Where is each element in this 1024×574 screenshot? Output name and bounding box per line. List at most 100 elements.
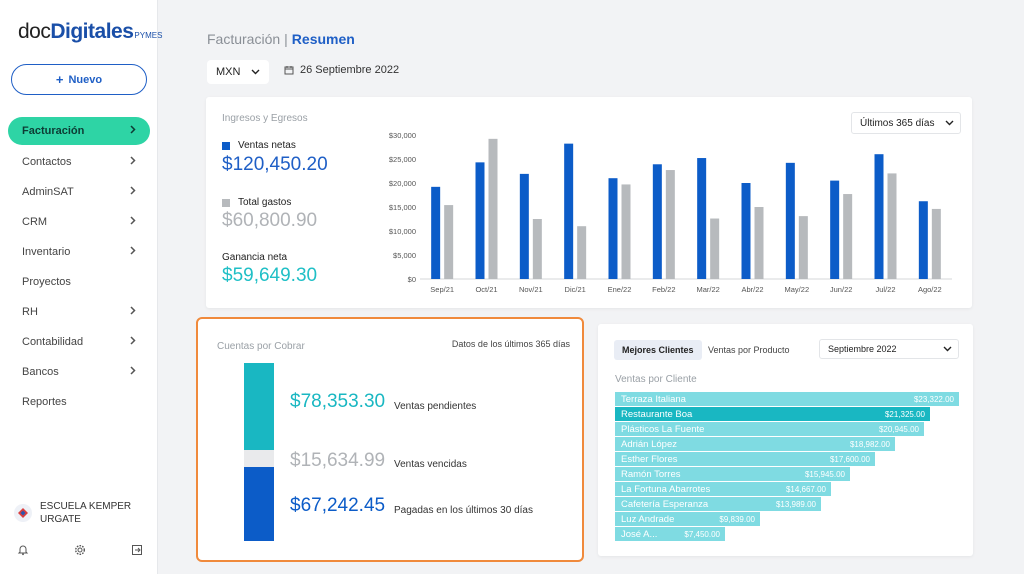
logo-part-1: doc — [18, 20, 51, 43]
bar-ventas[interactable] — [519, 173, 529, 279]
bar-gastos[interactable] — [710, 218, 720, 279]
sidebar-nav: Facturación Contactos AdminSAT CRM Inventari… — [8, 117, 150, 417]
bar-segment-pendientes — [244, 363, 274, 450]
bar-ventas[interactable] — [874, 154, 884, 279]
bar-gastos[interactable] — [931, 208, 941, 279]
logo-part-3: PYMES — [134, 31, 163, 40]
sidebar-bottom-icons — [16, 543, 144, 557]
bar-gastos[interactable] — [754, 207, 764, 279]
date-picker[interactable]: 26 Septiembre 2022 — [284, 64, 399, 76]
breadcrumb-facturacion[interactable]: Facturación — [207, 31, 281, 47]
bar-ventas[interactable] — [918, 201, 928, 279]
gastos-value: $60,800.90 — [222, 210, 318, 231]
cuentas-por-cobrar-card: Cuentas por Cobrar Datos de los últimos … — [196, 317, 584, 562]
x-tick-label: May/22 — [785, 285, 810, 294]
client-value: $13,989.00 — [775, 499, 816, 509]
x-tick-label: Oct/21 — [475, 285, 497, 294]
y-tick-label: $30,000 — [389, 131, 416, 140]
logout-icon[interactable] — [130, 543, 144, 557]
sidebar: docDigitalesPYMES + Nuevo Facturación Con… — [0, 0, 162, 574]
user-profile[interactable]: ESCUELA KEMPER URGATE — [14, 500, 150, 526]
client-value: $23,322.00 — [913, 394, 954, 404]
logo[interactable]: docDigitalesPYMES — [18, 20, 162, 44]
sidebar-item-label: Contabilidad — [22, 336, 84, 348]
bar-ventas[interactable] — [785, 162, 795, 279]
client-name: La Fortuna Abarrotes — [621, 483, 711, 495]
bar-ventas[interactable] — [741, 183, 751, 279]
bar-ventas[interactable] — [652, 164, 662, 279]
bar-gastos[interactable] — [444, 205, 454, 279]
sidebar-item-facturacion[interactable]: Facturación — [8, 117, 150, 145]
bar-gastos[interactable] — [488, 138, 498, 279]
bar-gastos[interactable] — [665, 170, 675, 279]
sidebar-item-rh[interactable]: RH — [8, 297, 150, 327]
tab-ventas-por-producto[interactable]: Ventas por Producto — [708, 345, 790, 355]
client-value: $18,982.00 — [849, 439, 890, 449]
client-bar[interactable]: Esther Flores $17,600.00 — [615, 452, 875, 466]
gastos-swatch — [222, 198, 230, 207]
chevron-right-icon — [130, 306, 136, 318]
chevron-right-icon — [130, 125, 136, 137]
client-name: Plásticos La Fuente — [621, 423, 705, 435]
bar-gastos[interactable] — [577, 226, 587, 279]
client-value: $7,450.00 — [684, 529, 720, 539]
bar-ventas[interactable] — [608, 178, 618, 279]
client-value: $9,839.00 — [719, 514, 755, 524]
pagadas-value: $67,242.45 — [290, 495, 386, 516]
gear-icon[interactable] — [73, 543, 87, 557]
pendientes-label: Ventas pendientes — [394, 401, 477, 412]
ganancia-label: Ganancia neta — [222, 252, 288, 263]
bar-gastos[interactable] — [843, 194, 853, 279]
sidebar-item-proyectos[interactable]: Proyectos — [8, 267, 150, 297]
sidebar-item-reportes[interactable]: Reportes — [8, 387, 150, 417]
bar-gastos[interactable] — [887, 173, 897, 279]
bell-icon[interactable] — [16, 543, 30, 557]
client-bar[interactable]: Restaurante Boa $21,325.00 — [615, 407, 930, 421]
client-bar[interactable]: Cafetería Esperanza $13,989.00 — [615, 497, 821, 511]
y-tick-label: $20,000 — [389, 179, 416, 188]
currency-select[interactable]: MXN — [207, 60, 269, 84]
range-select[interactable]: Últimos 365 días — [851, 112, 961, 134]
client-bar[interactable]: José A... $7,450.00 — [615, 527, 725, 541]
tab-mejores-clientes[interactable]: Mejores Clientes — [614, 340, 702, 360]
client-bar[interactable]: Ramón Torres $15,945.00 — [615, 467, 850, 481]
bar-gastos[interactable] — [798, 216, 808, 279]
sidebar-item-crm[interactable]: CRM — [8, 207, 150, 237]
currency-value: MXN — [216, 66, 241, 78]
sidebar-item-label: Contactos — [22, 156, 72, 168]
bar-gastos[interactable] — [532, 219, 542, 279]
bar-ventas[interactable] — [431, 186, 441, 279]
x-tick-label: Ene/22 — [608, 285, 632, 294]
bar-ventas[interactable] — [564, 143, 574, 279]
sidebar-item-inventario[interactable]: Inventario — [8, 237, 150, 267]
client-bar[interactable]: Adrián López $18,982.00 — [615, 437, 895, 451]
client-bar[interactable]: La Fortuna Abarrotes $14,667.00 — [615, 482, 831, 496]
sidebar-item-contabilidad[interactable]: Contabilidad — [8, 327, 150, 357]
client-bar[interactable]: Terraza Italiana $23,322.00 — [615, 392, 959, 406]
sidebar-item-bancos[interactable]: Bancos — [8, 357, 150, 387]
sidebar-item-label: Bancos — [22, 366, 59, 378]
logo-part-2: Digitales — [50, 20, 134, 43]
sidebar-item-adminsat[interactable]: AdminSAT — [8, 177, 150, 207]
client-bar[interactable]: Plásticos La Fuente $20,945.00 — [615, 422, 924, 436]
chevron-right-icon — [130, 186, 136, 198]
bar-ventas[interactable] — [475, 162, 485, 279]
new-button[interactable]: + Nuevo — [11, 64, 147, 95]
bar-ventas[interactable] — [830, 180, 840, 279]
bar-segment-pagadas — [244, 466, 274, 541]
gastos-label: Total gastos — [238, 197, 292, 208]
client-name: Ramón Torres — [621, 468, 681, 480]
month-select[interactable]: Septiembre 2022 — [819, 339, 959, 359]
legend-gastos: Total gastos — [222, 197, 291, 208]
cuentas-title: Cuentas por Cobrar — [217, 341, 305, 352]
bar-ventas[interactable] — [697, 158, 707, 279]
sidebar-item-contactos[interactable]: Contactos — [8, 147, 150, 177]
sidebar-item-label: RH — [22, 306, 38, 318]
chevron-right-icon — [130, 366, 136, 378]
bar-gastos[interactable] — [621, 184, 631, 279]
client-bar[interactable]: Luz Andrade $9,839.00 — [615, 512, 760, 526]
client-name: Adrián López — [621, 438, 677, 450]
ganancia-value: $59,649.30 — [222, 265, 318, 286]
ventas-value: $120,450.20 — [222, 154, 328, 175]
breadcrumb-resumen: Resumen — [291, 31, 355, 47]
